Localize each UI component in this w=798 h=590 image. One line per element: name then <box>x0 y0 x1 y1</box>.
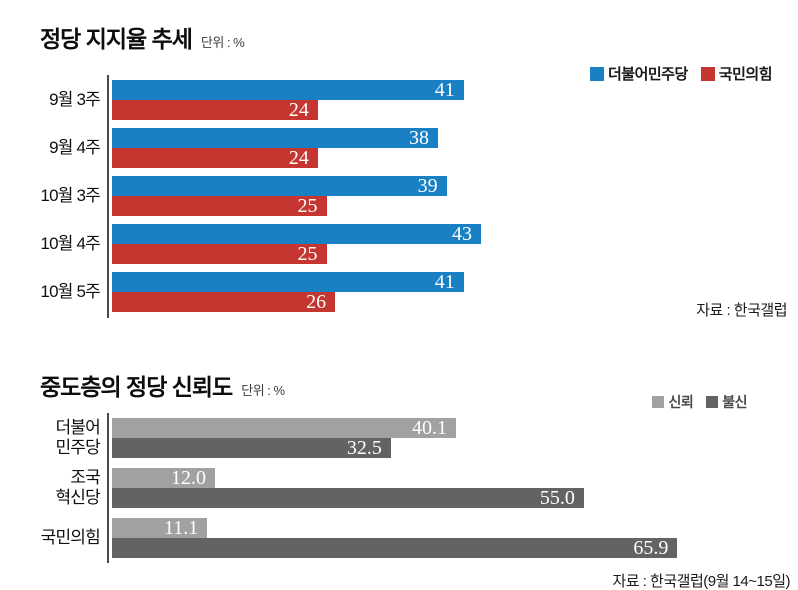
legend-swatch <box>652 396 665 408</box>
category-label: 10월 4주 <box>0 224 100 264</box>
bar: 55.0 <box>112 488 584 508</box>
unit-label: 단위 : % <box>200 35 245 50</box>
legend-label: 신뢰 <box>668 394 694 410</box>
chart-title: 정당 지지율 추세 <box>40 26 193 52</box>
legend-item: 불신 <box>706 392 747 412</box>
category-label-line: 9월 3주 <box>49 89 101 109</box>
bar-value: 43 <box>451 223 472 245</box>
plot-area: 더불어 민주당 40.1 32.5 조국 혁신당 12.0 55.0 국민의힘 11.1 65.9 <box>0 413 798 563</box>
bar-value: 32.5 <box>346 437 382 459</box>
bar-value: 25 <box>297 195 318 217</box>
bar: 25 <box>112 244 327 264</box>
bar: 24 <box>112 148 318 168</box>
category-label-line: 국민의힘 <box>40 527 101 547</box>
bar-value: 24 <box>288 99 309 121</box>
category-label-line: 민주당 <box>55 438 100 457</box>
category-label-line: 혁신당 <box>55 488 100 507</box>
bar: 43 <box>112 224 481 244</box>
bar: 65.9 <box>112 537 678 559</box>
legend-swatch <box>589 66 604 81</box>
plot-area: 9월 3주 41 24 9월 4주 38 24 10월 3주 39 25 10월 4주 43 25 10… <box>0 75 798 318</box>
legend-swatch <box>706 396 719 408</box>
category-label-line: 10월 4주 <box>40 233 100 253</box>
category-label: 9월 3주 <box>0 80 101 120</box>
category-label-line: 10월 5주 <box>40 281 100 301</box>
source-note: 자료 : 한국갤럽(9월 14~15일) <box>612 573 790 590</box>
unit-label: 단위 : % <box>241 383 285 398</box>
legend-item: 신뢰 <box>652 392 694 412</box>
category-label: 9월 4주 <box>0 128 101 168</box>
bar-value: 12.0 <box>170 467 206 489</box>
bar: 40.1 <box>112 417 457 439</box>
category-label-line: 9월 4주 <box>49 137 101 157</box>
legend-swatch <box>700 66 715 81</box>
bar: 26 <box>112 291 336 313</box>
bar: 39 <box>112 176 447 196</box>
legend-label: 국민의힘 <box>718 66 773 83</box>
category-label: 10월 3주 <box>0 176 100 216</box>
chart-header: 정당 지지율 추세 단위 : % <box>40 26 245 52</box>
legend-label: 더불어민주당 <box>607 66 688 83</box>
bar: 38 <box>112 127 439 149</box>
bar: 32.5 <box>112 438 391 458</box>
category-label-line: 더불어 <box>55 417 100 437</box>
bar: 25 <box>112 196 327 216</box>
bar-value: 65.9 <box>633 537 669 559</box>
legend-label: 불신 <box>722 394 747 410</box>
category-label: 10월 5주 <box>0 272 100 312</box>
bar-value: 55.0 <box>539 487 575 509</box>
chart-title: 중도층의 정당 신뢰도 <box>40 374 233 400</box>
bar-value: 26 <box>306 291 327 313</box>
bar-value: 38 <box>409 127 430 149</box>
bar-value: 25 <box>297 243 318 265</box>
source-note: 자료 : 한국갤럽 <box>696 302 787 319</box>
legend-item: 더불어민주당 <box>589 63 688 84</box>
legend: 신뢰 불신 <box>652 392 747 412</box>
bar-value: 41 <box>434 271 455 293</box>
bar: 41 <box>112 272 464 292</box>
category-label-line: 10월 3주 <box>40 185 100 205</box>
bar-value: 41 <box>434 79 455 101</box>
category-label-line: 조국 <box>70 467 100 487</box>
bar: 41 <box>112 80 464 100</box>
chart-header: 중도층의 정당 신뢰도 단위 : % <box>40 376 285 399</box>
bar-value: 11.1 <box>163 517 199 539</box>
legend-item: 국민의힘 <box>700 63 773 84</box>
bar: 24 <box>112 100 318 120</box>
category-label: 국민의힘 <box>0 518 101 558</box>
bar: 11.1 <box>112 517 208 539</box>
legend: 더불어민주당 국민의힘 <box>589 63 773 84</box>
y-axis-line <box>107 75 109 318</box>
category-label: 더불어 민주당 <box>0 418 100 458</box>
bar-value: 39 <box>417 175 438 197</box>
category-label: 조국 혁신당 <box>0 468 100 508</box>
bar: 12.0 <box>112 468 215 488</box>
bar-value: 24 <box>288 147 309 169</box>
bar-value: 40.1 <box>412 417 448 439</box>
y-axis-line <box>107 413 109 563</box>
